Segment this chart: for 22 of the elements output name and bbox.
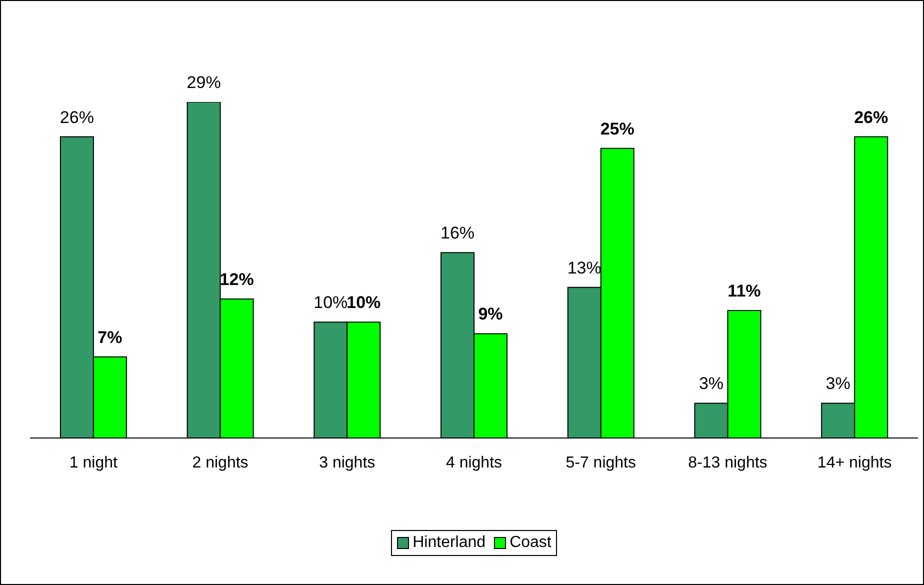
data-label: 3% [698,374,724,394]
x-tick-label: 3 nights [319,454,376,472]
data-label: 26% [60,108,94,127]
legend-label: Coast [508,534,552,552]
legend-label: Hinterland [412,534,486,552]
x-tick-label: 5-7 nights [566,454,636,472]
x-tick-label: 4 nights [446,454,502,472]
data-label: 26% [854,108,888,127]
x-tick-label: 1 night [69,454,118,472]
x-tick-label: 8-13 nights [688,454,768,472]
data-label: 25% [600,119,634,138]
data-label: 29% [186,73,221,92]
data-label: 13% [567,258,602,278]
data-label: 10% [314,293,348,312]
data-label: 3% [826,374,850,394]
x-tick-label: 2 nights [192,454,248,472]
x-tick-label: 14+ nights [817,454,892,472]
data-label: 10% [346,293,381,312]
data-label: 16% [440,224,475,243]
data-label: 11% [728,282,761,301]
data-label: 9% [478,304,503,324]
data-label: 7% [98,328,122,347]
